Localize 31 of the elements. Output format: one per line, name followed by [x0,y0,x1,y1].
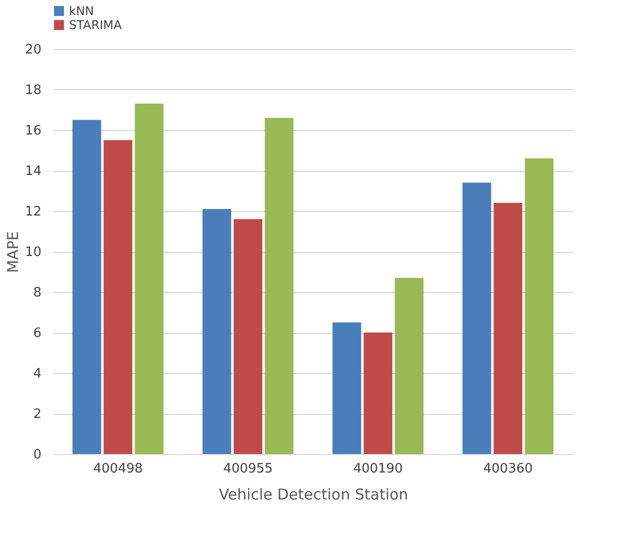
x-tick-label: 400498 [93,462,143,476]
y-tick-label: 0 [33,448,42,462]
bar [234,219,262,454]
legend-label: STARIMA [69,18,122,32]
y-tick-label: 12 [24,204,42,220]
y-tick-label: 18 [24,83,42,98]
bar [72,120,102,454]
y-axis-title: MAPE [4,231,22,273]
y-tick-label: 8 [33,286,42,300]
bar [332,322,362,454]
y-tick-label: 20 [24,42,42,58]
bar [202,208,232,454]
bar [494,202,522,454]
bar [394,278,424,454]
y-tick-label: 4 [33,366,42,382]
bar [364,332,392,454]
x-tick-label: 400955 [223,462,273,476]
y-tick-label: 14 [24,164,42,179]
bar [462,182,492,454]
bar [104,140,132,454]
bar [524,158,554,454]
y-tick-label: 16 [24,124,42,138]
bar [264,118,294,454]
legend-label: kNN [69,4,94,18]
y-tick-label: 6 [33,326,42,341]
x-tick-label: 400360 [483,462,533,476]
x-axis-title: Vehicle Detection Station [218,486,408,504]
x-tick-label: 400190 [353,462,403,476]
y-tick-label: 2 [33,407,42,422]
bar [134,104,164,454]
y-tick-label: 10 [24,245,42,260]
